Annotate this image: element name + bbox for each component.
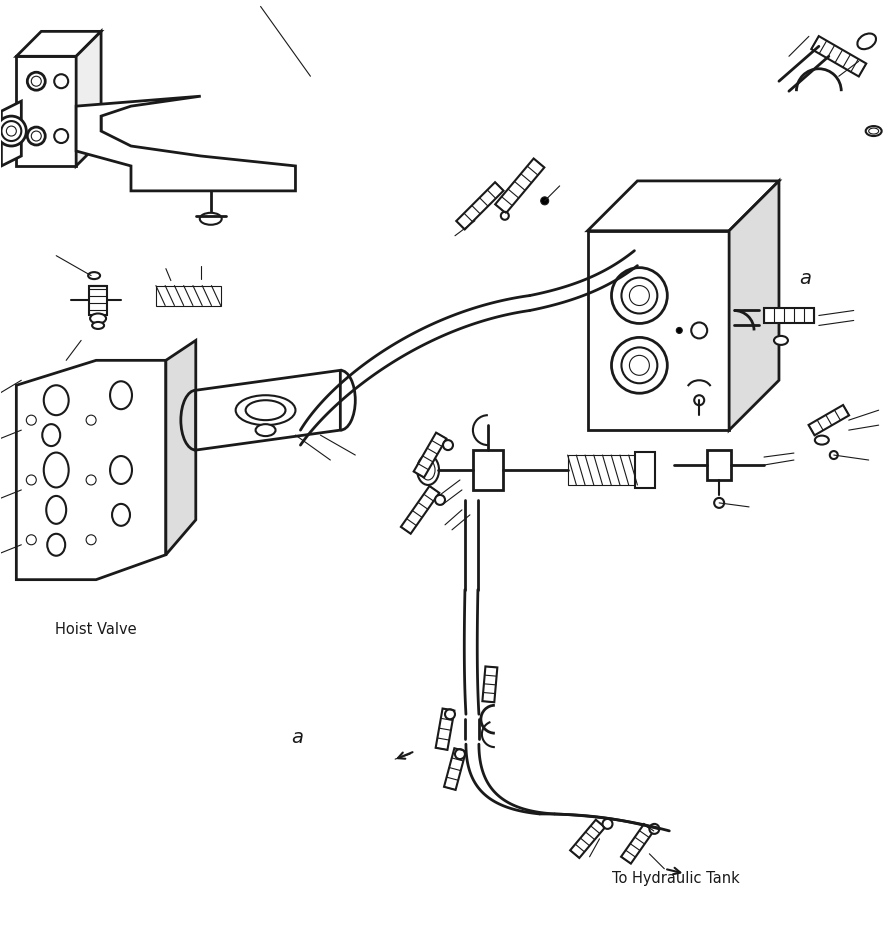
Circle shape bbox=[86, 415, 96, 425]
Polygon shape bbox=[2, 101, 21, 166]
Circle shape bbox=[55, 129, 68, 143]
Circle shape bbox=[26, 534, 37, 545]
Ellipse shape bbox=[814, 436, 829, 444]
Ellipse shape bbox=[42, 424, 60, 446]
Text: Hoist Valve: Hoist Valve bbox=[55, 623, 137, 637]
Polygon shape bbox=[16, 360, 166, 580]
Ellipse shape bbox=[112, 503, 130, 526]
Circle shape bbox=[28, 72, 46, 90]
Ellipse shape bbox=[421, 460, 435, 480]
Circle shape bbox=[31, 76, 41, 87]
Circle shape bbox=[86, 534, 96, 545]
Bar bbox=[707, 450, 731, 480]
Polygon shape bbox=[621, 824, 654, 864]
Circle shape bbox=[629, 285, 649, 306]
Ellipse shape bbox=[246, 400, 285, 421]
Ellipse shape bbox=[865, 126, 881, 136]
Ellipse shape bbox=[857, 34, 876, 49]
Bar bbox=[89, 285, 107, 315]
Ellipse shape bbox=[44, 453, 69, 487]
Polygon shape bbox=[811, 36, 866, 76]
Ellipse shape bbox=[256, 424, 275, 436]
Ellipse shape bbox=[46, 496, 66, 524]
Polygon shape bbox=[401, 486, 439, 534]
Ellipse shape bbox=[236, 395, 296, 425]
Circle shape bbox=[603, 819, 612, 829]
Polygon shape bbox=[166, 341, 196, 555]
Ellipse shape bbox=[199, 213, 222, 225]
Polygon shape bbox=[196, 371, 341, 450]
Circle shape bbox=[611, 267, 667, 324]
Polygon shape bbox=[76, 96, 296, 191]
Ellipse shape bbox=[110, 381, 132, 409]
Polygon shape bbox=[764, 308, 814, 324]
Polygon shape bbox=[16, 31, 101, 56]
Circle shape bbox=[830, 451, 838, 459]
Circle shape bbox=[26, 475, 37, 485]
Circle shape bbox=[621, 347, 657, 383]
Ellipse shape bbox=[110, 456, 132, 484]
Circle shape bbox=[714, 498, 724, 508]
Bar bbox=[568, 455, 637, 485]
Polygon shape bbox=[16, 56, 76, 166]
Circle shape bbox=[0, 116, 26, 146]
Bar bbox=[473, 450, 502, 490]
Ellipse shape bbox=[417, 455, 439, 485]
Ellipse shape bbox=[44, 385, 69, 415]
Circle shape bbox=[649, 824, 660, 834]
Polygon shape bbox=[483, 666, 497, 702]
Polygon shape bbox=[76, 31, 101, 166]
Polygon shape bbox=[587, 231, 730, 430]
Polygon shape bbox=[414, 433, 446, 477]
Circle shape bbox=[55, 74, 68, 88]
Text: a: a bbox=[799, 269, 811, 288]
Ellipse shape bbox=[869, 128, 879, 134]
Bar bbox=[636, 452, 655, 488]
Circle shape bbox=[621, 278, 657, 313]
Circle shape bbox=[31, 131, 41, 141]
Circle shape bbox=[541, 197, 549, 205]
Ellipse shape bbox=[89, 272, 100, 279]
Circle shape bbox=[611, 338, 667, 393]
Ellipse shape bbox=[92, 322, 104, 329]
Polygon shape bbox=[730, 181, 779, 430]
Polygon shape bbox=[444, 748, 466, 789]
Circle shape bbox=[676, 327, 682, 333]
Bar bbox=[156, 285, 221, 306]
Text: a: a bbox=[291, 728, 303, 747]
Polygon shape bbox=[495, 158, 544, 214]
Ellipse shape bbox=[47, 534, 65, 556]
Polygon shape bbox=[570, 820, 605, 858]
Circle shape bbox=[445, 710, 455, 719]
Polygon shape bbox=[808, 405, 849, 436]
Circle shape bbox=[86, 475, 96, 485]
Circle shape bbox=[695, 395, 704, 406]
Polygon shape bbox=[435, 709, 454, 750]
Circle shape bbox=[443, 440, 453, 450]
Circle shape bbox=[2, 121, 21, 141]
Circle shape bbox=[629, 356, 649, 375]
Circle shape bbox=[28, 127, 46, 145]
Circle shape bbox=[26, 415, 37, 425]
Polygon shape bbox=[587, 181, 779, 231]
Circle shape bbox=[691, 323, 707, 339]
Ellipse shape bbox=[774, 336, 788, 345]
Circle shape bbox=[501, 212, 509, 220]
Text: To Hydraulic Tank: To Hydraulic Tank bbox=[611, 871, 739, 886]
Ellipse shape bbox=[90, 313, 106, 324]
Circle shape bbox=[435, 495, 445, 505]
Circle shape bbox=[455, 749, 465, 759]
Polygon shape bbox=[456, 183, 503, 230]
Circle shape bbox=[6, 126, 16, 136]
